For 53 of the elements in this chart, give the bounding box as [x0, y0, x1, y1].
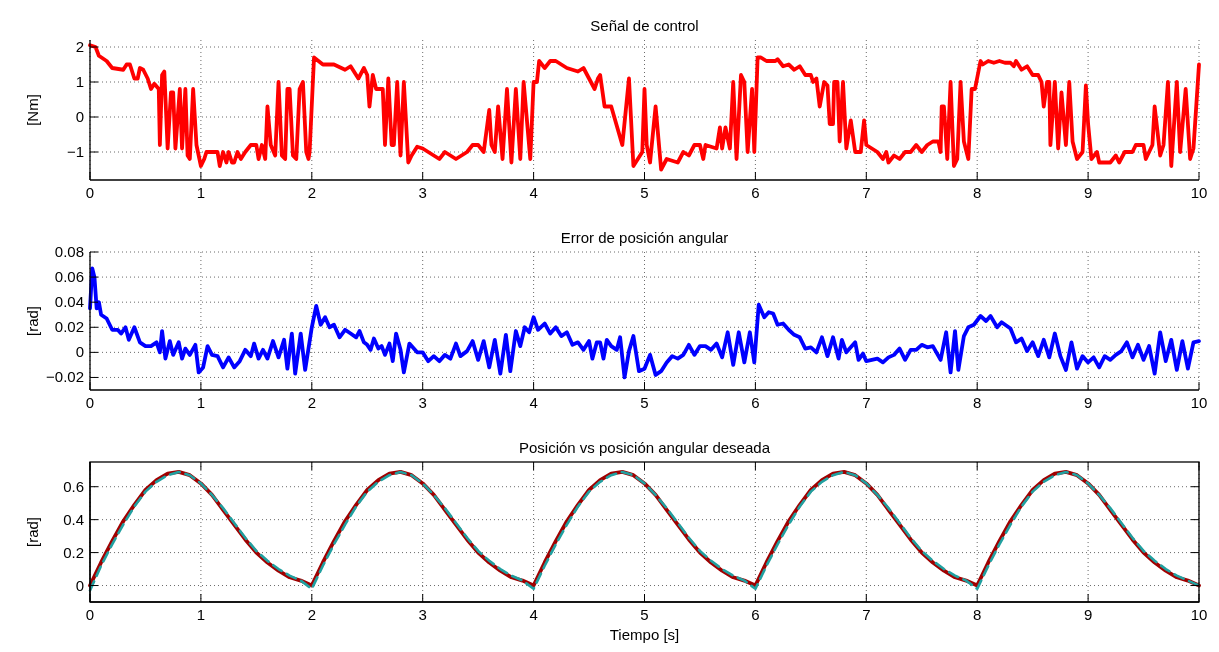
- y-tick-label: 2: [75, 38, 84, 55]
- x-tick-label: 8: [973, 184, 982, 201]
- y-tick-label: 0.02: [54, 318, 84, 336]
- x-tick-label: 3: [418, 606, 427, 623]
- x-tick-label: 4: [529, 184, 538, 201]
- x-tick-label: 5: [640, 394, 649, 411]
- x-tick-label: 3: [418, 184, 427, 201]
- y-tick-label: 0.2: [63, 543, 84, 561]
- chart-title: Señal de control: [590, 17, 699, 34]
- y-tick-label: −0.02: [46, 368, 84, 386]
- x-tick-label: 9: [1083, 394, 1093, 411]
- y-tick-label: 0.6: [63, 477, 84, 495]
- x-tick-label: 1: [196, 184, 206, 201]
- y-tick-label: 0: [75, 576, 84, 594]
- x-tick-label: 4: [529, 606, 538, 623]
- y-tick-label: 1: [75, 73, 84, 90]
- x-tick-label: 7: [862, 184, 871, 201]
- x-tick-label: 4: [529, 394, 538, 411]
- x-tick-label: 1: [196, 394, 206, 411]
- x-tick-label: 5: [640, 184, 649, 201]
- x-tick-label: 9: [1083, 606, 1093, 623]
- line-series: [88, 43, 1201, 172]
- x-tick-label: 6: [751, 394, 760, 411]
- y-axis-title: [rad]: [24, 516, 41, 548]
- y-tick-label: −1: [66, 143, 84, 160]
- x-tick-label: 10: [1190, 606, 1208, 623]
- x-tick-label: 6: [751, 184, 760, 201]
- x-tick-label: 8: [973, 606, 982, 623]
- y-tick-label: 0.08: [54, 243, 84, 260]
- chart-title: Error de posición angular: [560, 229, 729, 246]
- line-series: [88, 266, 1201, 380]
- x-tick-label: 3: [418, 394, 427, 411]
- x-tick-label: 10: [1190, 184, 1208, 201]
- x-tick-label: 7: [862, 394, 871, 411]
- x-tick-label: 8: [973, 394, 982, 411]
- y-tick-label: 0.4: [63, 510, 84, 528]
- x-axis-title: Tiempo [s]: [609, 626, 680, 643]
- y-tick-label: 0.04: [54, 293, 84, 311]
- x-tick-label: 2: [307, 606, 316, 623]
- x-tick-label: 5: [640, 606, 649, 623]
- x-tick-label: 6: [751, 606, 760, 623]
- x-tick-label: 1: [196, 606, 206, 623]
- x-tick-label: 2: [307, 184, 316, 201]
- y-axis-title: [rad]: [24, 305, 41, 337]
- x-tick-label: 10: [1190, 394, 1208, 411]
- chart-title: Posición vs posición angular deseada: [519, 439, 771, 456]
- y-axis-title: [Nm]: [24, 94, 41, 126]
- x-tick-label: 2: [307, 394, 316, 411]
- y-tick-label: 0: [75, 343, 84, 361]
- x-tick-label: 7: [862, 606, 871, 623]
- y-tick-label: 0.06: [54, 268, 84, 286]
- x-tick-label: 9: [1083, 184, 1093, 201]
- y-tick-label: 0: [75, 108, 84, 125]
